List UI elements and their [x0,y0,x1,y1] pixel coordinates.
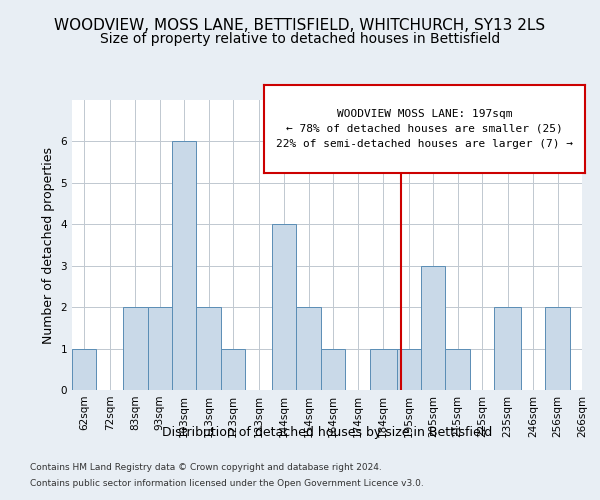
Text: Size of property relative to detached houses in Bettisfield: Size of property relative to detached ho… [100,32,500,46]
Bar [494,307,521,390]
Bar [221,348,245,390]
Bar [370,348,397,390]
Text: Contains HM Land Registry data © Crown copyright and database right 2024.: Contains HM Land Registry data © Crown c… [30,464,382,472]
Bar [397,348,421,390]
Y-axis label: Number of detached properties: Number of detached properties [42,146,55,344]
Bar [123,307,148,390]
Text: Contains public sector information licensed under the Open Government Licence v3: Contains public sector information licen… [30,478,424,488]
Bar [545,307,570,390]
Text: WOODVIEW MOSS LANE: 197sqm
← 78% of detached houses are smaller (25)
22% of semi: WOODVIEW MOSS LANE: 197sqm ← 78% of deta… [276,109,573,148]
Text: Distribution of detached houses by size in Bettisfield: Distribution of detached houses by size … [162,426,492,439]
Bar [196,307,221,390]
Bar [148,307,172,390]
Text: WOODVIEW, MOSS LANE, BETTISFIELD, WHITCHURCH, SY13 2LS: WOODVIEW, MOSS LANE, BETTISFIELD, WHITCH… [55,18,545,32]
Bar [296,307,321,390]
Bar [72,348,97,390]
Bar [321,348,346,390]
Bar [445,348,470,390]
Bar [172,142,196,390]
Bar [272,224,296,390]
Bar [421,266,445,390]
